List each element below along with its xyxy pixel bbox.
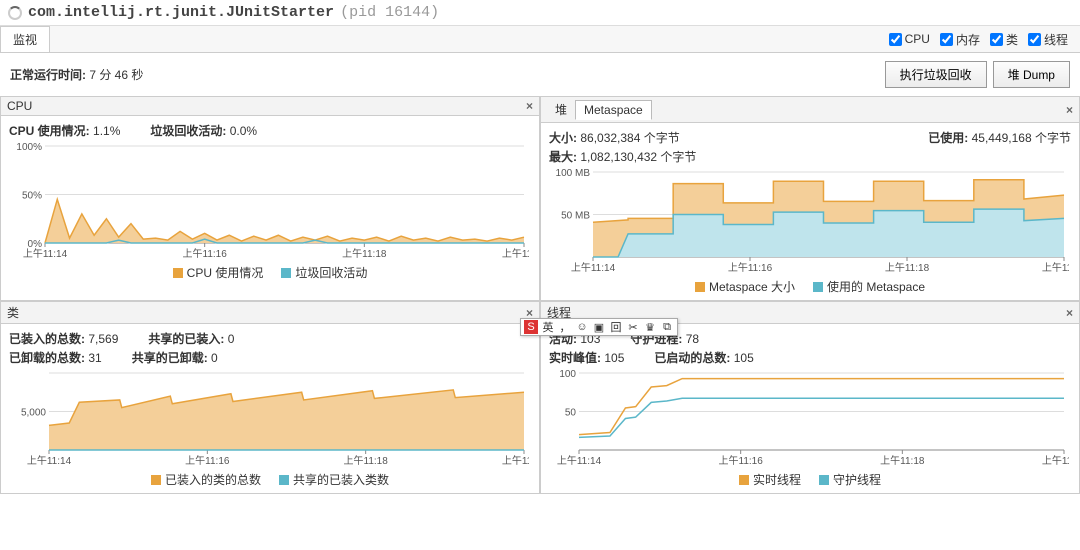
class-chart: 5,000 上午11:14 上午11:16 上午11:18 上午11:20 bbox=[9, 368, 529, 468]
heap-stats-1: 大小: 86,032,384 个字节 已使用: 45,449,168 个字节 bbox=[549, 129, 1071, 146]
thread-legend: 实时线程守护线程 bbox=[549, 468, 1071, 491]
chk-cpu-box[interactable] bbox=[889, 33, 902, 46]
cpu-panel-title: CPU bbox=[7, 99, 32, 113]
svg-text:上午11:14: 上午11:14 bbox=[23, 247, 68, 260]
heap-legend: Metaspace 大小使用的 Metaspace bbox=[549, 275, 1071, 298]
chk-cpu[interactable]: CPU bbox=[889, 31, 930, 48]
svg-text:上午11:14: 上午11:14 bbox=[571, 261, 616, 274]
heap-panel: 堆 Metaspace × 大小: 86,032,384 个字节 已使用: 45… bbox=[540, 96, 1080, 301]
cpu-chart: 100%50%0%上午11:14上午11:16上午11:18上午11:20 bbox=[9, 141, 529, 261]
svg-text:100%: 100% bbox=[16, 142, 42, 153]
svg-text:100: 100 bbox=[559, 369, 576, 380]
svg-text:上午11:18: 上午11:18 bbox=[342, 247, 387, 260]
uptime-row: 正常运行时间: 7 分 46 秒 执行垃圾回收 堆 Dump bbox=[0, 53, 1080, 96]
tab-heap[interactable]: 堆 bbox=[547, 99, 575, 120]
cpu-stats: CPU 使用情况: 1.1% 垃圾回收活动: 0.0% bbox=[9, 122, 531, 139]
svg-text:上午11:16: 上午11:16 bbox=[728, 261, 773, 274]
app-title: com.intellij.rt.junit.JUnitStarter bbox=[28, 4, 334, 21]
chk-thread-box[interactable] bbox=[1028, 33, 1041, 46]
thread-chart: 100 50 上午11:14 上午11:16 上午11:18 上午11:20 bbox=[549, 368, 1069, 468]
svg-text:上午11:18: 上午11:18 bbox=[885, 261, 930, 274]
class-legend: 已装入的类的总数共享的已装入类数 bbox=[9, 468, 531, 491]
svg-text:上午11:20: 上午11:20 bbox=[502, 247, 529, 260]
svg-text:上午11:20: 上午11:20 bbox=[1042, 261, 1069, 274]
heap-dump-button[interactable]: 堆 Dump bbox=[993, 61, 1070, 88]
chk-class[interactable]: 类 bbox=[990, 31, 1018, 48]
svg-text:50: 50 bbox=[565, 408, 577, 419]
thread-stats-2: 实时峰值: 105 已启动的总数: 105 bbox=[549, 349, 1071, 366]
class-panel: 类 × 已装入的总数: 7,569 共享的已装入: 0 已卸载的总数: 31 共… bbox=[0, 301, 540, 494]
chk-thread[interactable]: 线程 bbox=[1028, 31, 1068, 48]
ime-toolbar[interactable]: S英，☺▣回✂♛⧉ bbox=[520, 318, 678, 336]
uptime-label: 正常运行时间: 7 分 46 秒 bbox=[10, 66, 143, 83]
close-icon[interactable]: × bbox=[1066, 306, 1073, 320]
class-stats-1: 已装入的总数: 7,569 共享的已装入: 0 bbox=[9, 330, 531, 347]
chk-class-box[interactable] bbox=[990, 33, 1003, 46]
chk-mem[interactable]: 内存 bbox=[940, 31, 980, 48]
class-panel-title: 类 bbox=[7, 304, 19, 321]
view-checkboxes: CPU 内存 类 线程 bbox=[889, 31, 1080, 48]
svg-text:上午11:18: 上午11:18 bbox=[344, 454, 389, 467]
pid-label: (pid 16144) bbox=[340, 4, 439, 21]
svg-text:50%: 50% bbox=[22, 191, 42, 202]
title-bar: com.intellij.rt.junit.JUnitStarter (pid … bbox=[0, 0, 1080, 26]
svg-text:上午11:16: 上午11:16 bbox=[719, 454, 764, 467]
svg-text:5,000: 5,000 bbox=[21, 408, 46, 419]
svg-text:50 MB: 50 MB bbox=[561, 211, 590, 222]
heap-stats-2: 最大: 1,082,130,432 个字节 bbox=[549, 148, 1071, 165]
close-icon[interactable]: × bbox=[526, 99, 533, 113]
class-stats-2: 已卸载的总数: 31 共享的已卸载: 0 bbox=[9, 349, 531, 366]
tab-metaspace[interactable]: Metaspace bbox=[575, 100, 652, 120]
close-icon[interactable]: × bbox=[1066, 103, 1073, 117]
svg-text:100 MB: 100 MB bbox=[556, 168, 591, 179]
cpu-legend: CPU 使用情况垃圾回收活动 bbox=[9, 261, 531, 284]
gc-button[interactable]: 执行垃圾回收 bbox=[885, 61, 987, 88]
cpu-panel: CPU × CPU 使用情况: 1.1% 垃圾回收活动: 0.0% 100% 50… bbox=[0, 96, 540, 301]
tab-monitor[interactable]: 监视 bbox=[0, 26, 50, 52]
main-tab-row: 监视 CPU 内存 类 线程 bbox=[0, 26, 1080, 53]
spinner-icon bbox=[8, 6, 22, 20]
svg-text:上午11:14: 上午11:14 bbox=[557, 454, 602, 467]
svg-text:上午11:16: 上午11:16 bbox=[185, 454, 230, 467]
svg-text:上午11:18: 上午11:18 bbox=[880, 454, 925, 467]
svg-text:上午11:16: 上午11:16 bbox=[183, 247, 228, 260]
panel-grid: CPU × CPU 使用情况: 1.1% 垃圾回收活动: 0.0% 100% 50… bbox=[0, 96, 1080, 494]
svg-text:上午11:20: 上午11:20 bbox=[502, 454, 529, 467]
svg-text:上午11:20: 上午11:20 bbox=[1042, 454, 1069, 467]
svg-text:上午11:14: 上午11:14 bbox=[27, 454, 72, 467]
chk-mem-box[interactable] bbox=[940, 33, 953, 46]
heap-chart: 100 MB 50 MB 上午11:14 上午11:16 上午11:18 上午11:20 bbox=[549, 167, 1069, 275]
